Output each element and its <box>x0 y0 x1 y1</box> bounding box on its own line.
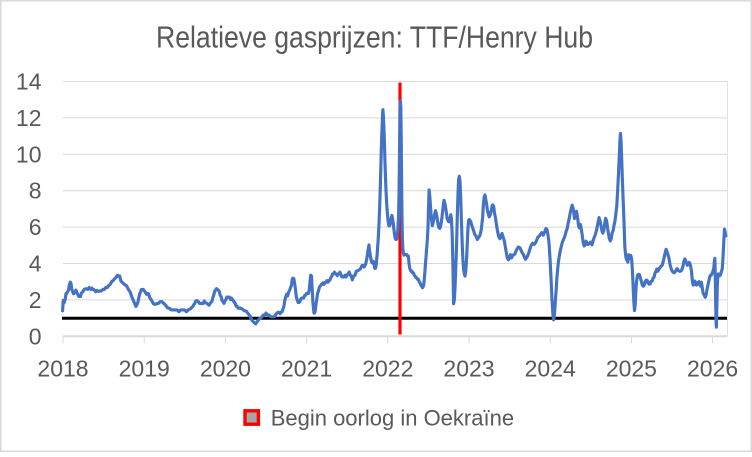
svg-text:2023: 2023 <box>443 356 494 382</box>
svg-text:Relatieve gasprijzen: TTF/Henr: Relatieve gasprijzen: TTF/Henry Hub <box>156 21 593 55</box>
svg-text:2: 2 <box>29 287 42 313</box>
svg-text:2019: 2019 <box>119 356 170 382</box>
svg-text:2024: 2024 <box>525 356 576 382</box>
svg-text:2026: 2026 <box>687 356 738 382</box>
svg-text:2021: 2021 <box>281 356 332 382</box>
svg-text:4: 4 <box>29 251 42 277</box>
svg-text:14: 14 <box>16 69 42 95</box>
svg-text:10: 10 <box>16 141 42 167</box>
svg-text:2018: 2018 <box>37 356 88 382</box>
svg-text:2022: 2022 <box>362 356 413 382</box>
svg-text:2020: 2020 <box>200 356 251 382</box>
svg-text:12: 12 <box>16 105 42 131</box>
svg-text:8: 8 <box>29 178 42 204</box>
svg-text:2025: 2025 <box>606 356 657 382</box>
svg-text:Begin oorlog in Oekraïne: Begin oorlog in Oekraïne <box>271 406 514 431</box>
svg-text:0: 0 <box>29 323 42 349</box>
svg-text:6: 6 <box>29 214 42 240</box>
